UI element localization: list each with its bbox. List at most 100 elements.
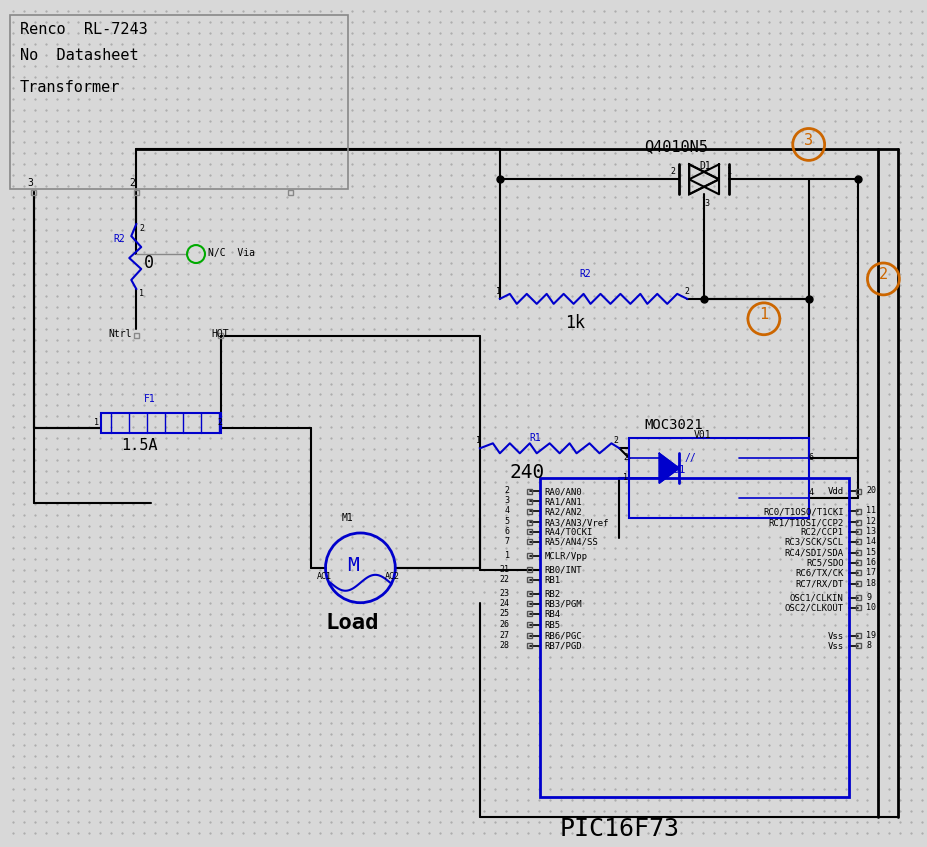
Text: 21: 21 xyxy=(500,565,510,574)
Text: Vdd: Vdd xyxy=(828,487,844,496)
Text: 10: 10 xyxy=(867,603,876,612)
Text: Vss: Vss xyxy=(828,632,844,640)
Text: RB6/PGC: RB6/PGC xyxy=(545,632,582,640)
Text: R1: R1 xyxy=(529,434,541,443)
Text: 5: 5 xyxy=(505,517,510,526)
Text: 8: 8 xyxy=(867,640,871,650)
Text: RA4/T0CKI: RA4/T0CKI xyxy=(545,528,593,537)
Text: 22: 22 xyxy=(500,575,510,584)
Text: 4: 4 xyxy=(505,506,510,515)
Bar xyxy=(629,439,808,518)
Text: 20: 20 xyxy=(867,486,876,495)
Text: 2: 2 xyxy=(505,486,510,495)
Text: RA2/AN2: RA2/AN2 xyxy=(545,507,582,516)
Bar xyxy=(856,581,861,586)
Bar xyxy=(32,190,36,195)
Text: PIC16F73: PIC16F73 xyxy=(559,817,679,841)
Text: 1: 1 xyxy=(727,168,732,176)
Text: 2: 2 xyxy=(879,268,888,282)
Bar xyxy=(527,508,532,513)
Text: RB1: RB1 xyxy=(545,576,561,584)
Text: MOC3021: MOC3021 xyxy=(644,418,703,433)
Text: 25: 25 xyxy=(500,609,510,617)
Text: 3: 3 xyxy=(28,179,33,188)
Bar xyxy=(527,553,532,558)
Text: Transformer: Transformer xyxy=(19,80,121,95)
Bar xyxy=(856,643,861,648)
Text: Renco  RL-7243: Renco RL-7243 xyxy=(19,22,147,37)
Bar xyxy=(856,540,861,545)
Text: 1: 1 xyxy=(95,418,99,428)
Text: 1: 1 xyxy=(623,473,629,482)
Text: 240: 240 xyxy=(510,463,545,482)
Text: 2: 2 xyxy=(623,453,629,462)
Text: RB7/PGD: RB7/PGD xyxy=(545,641,582,650)
Text: 1: 1 xyxy=(139,289,145,298)
Text: OSC2/CLKOUT: OSC2/CLKOUT xyxy=(784,604,844,612)
Text: 6: 6 xyxy=(505,527,510,536)
Text: M1: M1 xyxy=(341,513,353,523)
Text: RC1/T1OSI/CCP2: RC1/T1OSI/CCP2 xyxy=(768,518,844,527)
Bar xyxy=(527,519,532,524)
Text: Q4010N5: Q4010N5 xyxy=(644,140,708,154)
Text: 6: 6 xyxy=(808,453,814,462)
Text: //: // xyxy=(684,453,696,463)
Text: 27: 27 xyxy=(500,631,510,639)
Text: 1: 1 xyxy=(505,551,510,560)
Text: 2: 2 xyxy=(139,224,145,233)
Polygon shape xyxy=(659,453,679,483)
Bar xyxy=(219,333,223,338)
Text: RC6/TX/CK: RC6/TX/CK xyxy=(795,569,844,578)
Text: RB2: RB2 xyxy=(545,590,561,599)
Bar xyxy=(527,612,532,616)
Bar xyxy=(856,633,861,638)
Text: N/C  Via: N/C Via xyxy=(208,248,255,258)
Text: 23: 23 xyxy=(500,589,510,598)
Bar xyxy=(527,633,532,638)
Bar xyxy=(856,529,861,534)
Bar xyxy=(527,567,532,573)
Text: OSC1/CLKIN: OSC1/CLKIN xyxy=(790,594,844,603)
Text: RA0/AN0: RA0/AN0 xyxy=(545,487,582,496)
Text: RA1/AN1: RA1/AN1 xyxy=(545,497,582,507)
Text: 2: 2 xyxy=(129,179,135,188)
Bar xyxy=(856,519,861,524)
Bar xyxy=(527,578,532,582)
Bar xyxy=(856,606,861,610)
Bar xyxy=(101,413,221,434)
Bar xyxy=(133,333,139,338)
Text: RA5/AN4/SS: RA5/AN4/SS xyxy=(545,538,599,547)
Text: 1: 1 xyxy=(759,307,768,323)
Bar xyxy=(133,190,139,195)
Text: 14: 14 xyxy=(867,537,876,546)
Text: 26: 26 xyxy=(500,620,510,628)
Text: 3: 3 xyxy=(705,199,709,208)
Text: AC2: AC2 xyxy=(386,572,400,581)
Bar xyxy=(856,551,861,556)
Text: 19: 19 xyxy=(867,631,876,639)
Bar xyxy=(527,499,532,504)
Text: Load: Load xyxy=(325,612,379,633)
Text: M: M xyxy=(348,556,359,575)
Text: No  Datasheet: No Datasheet xyxy=(19,47,138,63)
Text: F1: F1 xyxy=(145,394,156,403)
Text: 16: 16 xyxy=(867,558,876,567)
Text: 7: 7 xyxy=(505,537,510,546)
Text: 3: 3 xyxy=(505,496,510,505)
Text: RB3/PGM: RB3/PGM xyxy=(545,600,582,609)
Text: RC2/CCP1: RC2/CCP1 xyxy=(801,528,844,537)
Text: 13: 13 xyxy=(867,527,876,536)
Text: 1k: 1k xyxy=(565,313,585,332)
Text: 15: 15 xyxy=(867,548,876,557)
Text: 12: 12 xyxy=(867,517,876,526)
Text: Ntrl: Ntrl xyxy=(108,329,132,339)
Text: 1: 1 xyxy=(496,287,501,296)
Text: U1: U1 xyxy=(672,465,686,475)
Text: 9: 9 xyxy=(867,593,871,601)
Text: D1: D1 xyxy=(699,162,711,171)
Text: RC3/SCK/SCL: RC3/SCK/SCL xyxy=(784,538,844,547)
Text: RC0/T1OSO/T1CKI: RC0/T1OSO/T1CKI xyxy=(763,507,844,516)
Bar xyxy=(856,570,861,575)
Text: R2: R2 xyxy=(579,269,591,279)
Text: 4: 4 xyxy=(808,488,814,497)
